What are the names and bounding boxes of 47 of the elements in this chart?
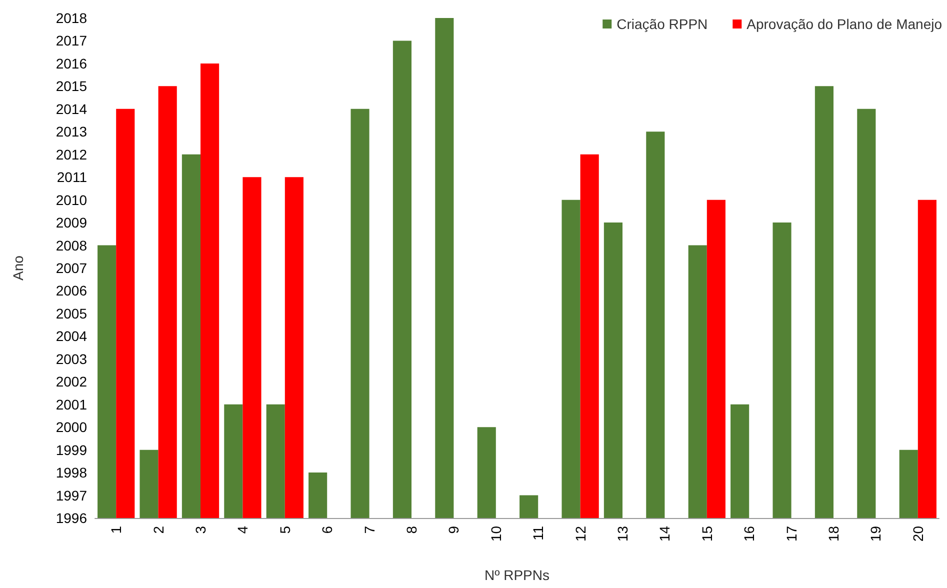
y-tick-label: 1997: [56, 487, 88, 504]
y-tick-label: 2000: [56, 419, 88, 436]
x-tick-label: 12: [572, 526, 588, 542]
x-axis-title: Nº RPPNs: [484, 567, 550, 583]
x-tick-label: 15: [698, 526, 715, 542]
x-tick-label: 11: [530, 526, 546, 541]
legend-label: Aprovação do Plano de Manejo: [746, 16, 942, 32]
x-tick-label: 13: [614, 526, 630, 542]
x-tick-label: 20: [910, 526, 926, 542]
y-tick-label: 1999: [56, 442, 88, 458]
y-tick-label: 2003: [56, 350, 88, 367]
y-tick-label: 2018: [56, 10, 88, 26]
legend-label: Criação RPPN: [616, 16, 708, 32]
y-tick-label: 1998: [56, 464, 88, 481]
y-tick-label: 2004: [56, 328, 88, 344]
y-tick-label: 2011: [56, 169, 88, 186]
y-tick-label: 2016: [56, 55, 88, 72]
y-tick-label: 1996: [56, 510, 88, 526]
y-tick-label: 2001: [56, 396, 88, 412]
y-tick-label: 2012: [56, 146, 88, 162]
y-tick-label: 2005: [56, 305, 88, 322]
x-tick-label: 4: [234, 526, 251, 534]
y-tick-label: 2007: [56, 260, 88, 276]
y-tick-label: 2017: [56, 32, 88, 49]
x-tick-label: 1: [108, 526, 124, 534]
y-tick-label: 2006: [56, 282, 88, 299]
x-tick-label: 7: [361, 526, 378, 534]
x-tick-label: 8: [404, 526, 420, 534]
x-tick-label: 16: [741, 526, 758, 542]
y-axis-title: Ano: [10, 255, 26, 280]
y-tick-label: 2010: [56, 192, 88, 208]
x-tick-label: 3: [192, 526, 208, 534]
x-tick-label: 19: [868, 526, 884, 542]
x-tick-label: 9: [446, 526, 462, 534]
x-tick-label: 14: [656, 526, 673, 542]
x-tick-label: 6: [319, 526, 336, 534]
y-tick-label: 2013: [56, 124, 88, 140]
y-tick-label: 2009: [56, 214, 88, 231]
x-tick-label: 5: [276, 526, 293, 534]
y-tick-label: 2014: [56, 100, 88, 117]
y-tick-label: 2015: [56, 78, 88, 94]
x-tick-label: 10: [488, 526, 504, 542]
y-tick-label: 2002: [56, 374, 88, 390]
x-tick-label: 18: [826, 526, 842, 542]
y-tick-label: 2008: [56, 237, 88, 254]
x-tick-label: 2: [150, 526, 166, 534]
x-tick-label: 17: [783, 526, 800, 542]
